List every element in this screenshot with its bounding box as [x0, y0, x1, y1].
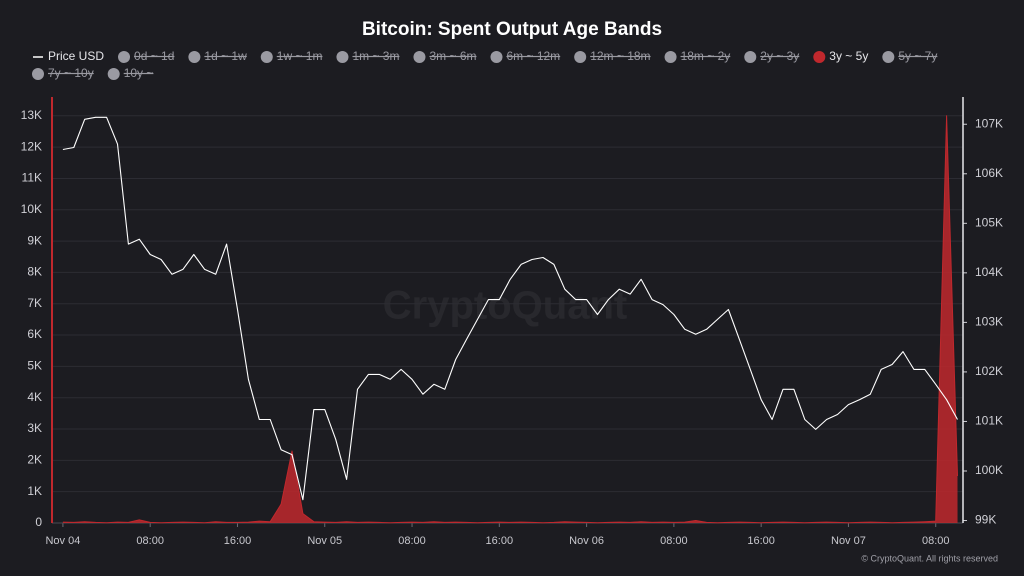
y-tick-label: 6K [27, 327, 42, 341]
y2-tick-label: 100K [975, 463, 1003, 477]
y-tick-label: 2K [27, 453, 42, 467]
legend-item[interactable]: 1d ~ 1w [188, 49, 247, 63]
legend-item[interactable]: 1m ~ 3m [336, 49, 399, 63]
legend-swatch [664, 51, 677, 63]
y2-tick-label: 104K [975, 265, 1003, 279]
x-tick-label: 16:00 [747, 535, 775, 547]
chart-title: Bitcoin: Spent Output Age Bands [362, 19, 662, 40]
legend-item[interactable]: 7y ~ 10y [32, 66, 94, 80]
legend-label: 18m ~ 2y [681, 49, 731, 63]
legend-swatch [32, 68, 44, 80]
y2-tick-label: 102K [975, 364, 1003, 378]
y-tick-label: 0 [35, 515, 42, 529]
legend-swatch [744, 51, 757, 63]
legend-swatch [413, 51, 426, 63]
legend-label: 2y ~ 3y [760, 49, 799, 63]
legend-swatch [813, 51, 826, 63]
legend-swatch [490, 51, 503, 63]
legend-swatch [118, 51, 131, 63]
y2-tick-label: 106K [975, 166, 1003, 180]
legend-label: 1m ~ 3m [352, 49, 399, 63]
legend-swatch [188, 51, 201, 63]
x-tick-label: 08:00 [922, 535, 950, 547]
y-tick-label: 10K [21, 202, 42, 216]
legend-label: 1d ~ 1w [204, 49, 247, 63]
legend-item[interactable]: Price USD [33, 49, 104, 63]
legend-item[interactable]: 10y ~ [107, 66, 154, 80]
x-tick-label: 08:00 [398, 535, 426, 547]
x-tick-label: 08:00 [136, 535, 164, 547]
legend-item[interactable]: 2y ~ 3y [744, 49, 799, 63]
watermark: CryptoQuant [383, 284, 627, 328]
footer: © CryptoQuant. All rights reserved [861, 553, 998, 563]
legend-label: 0d ~ 1d [134, 49, 174, 63]
y2-tick-label: 107K [975, 116, 1003, 130]
y-tick-label: 4K [27, 390, 42, 404]
legend-item[interactable]: 6m ~ 12m [490, 49, 560, 63]
series-line [62, 116, 958, 501]
legend-label: 5y ~ 7y [898, 49, 937, 63]
legend-swatch [107, 68, 120, 80]
legend-label: Price USD [48, 49, 104, 63]
y-tick-label: 8K [27, 265, 42, 279]
y2-tick-label: 99K [975, 513, 996, 527]
y-tick-label: 1K [27, 484, 42, 498]
legend-item[interactable]: 1w ~ 1m [260, 49, 323, 63]
y2-tick-label: 103K [975, 315, 1003, 329]
legend-label: 1w ~ 1m [277, 49, 323, 63]
legend-label: 10y ~ [124, 66, 154, 80]
x-tick-label: Nov 04 [45, 535, 80, 547]
y2-tick-label: 101K [975, 414, 1003, 428]
legend-label: 7y ~ 10y [48, 66, 94, 80]
legend-label: 6m ~ 12m [506, 49, 560, 63]
y2-tick-label: 105K [975, 215, 1003, 229]
legend-item[interactable]: 0d ~ 1d [118, 49, 174, 63]
x-tick-label: 08:00 [660, 535, 688, 547]
legend-swatch [336, 51, 349, 63]
x-tick-label: 16:00 [486, 535, 514, 547]
y-tick-label: 7K [27, 296, 42, 310]
legend-item[interactable]: 3y ~ 5y [813, 49, 868, 63]
legend-swatch [574, 51, 587, 63]
legend-label: 3y ~ 5y [829, 49, 868, 63]
y-tick-label: 9K [27, 233, 42, 247]
y-tick-label: 3K [27, 421, 42, 435]
x-tick-label: Nov 07 [831, 535, 866, 547]
legend-label: 3m ~ 6m [429, 49, 476, 63]
legend-item[interactable]: 12m ~ 18m [574, 49, 651, 63]
x-tick-label: Nov 05 [307, 535, 342, 547]
y-tick-label: 13K [21, 108, 42, 122]
legend-item[interactable]: 3m ~ 6m [413, 49, 476, 63]
legend-item[interactable]: 18m ~ 2y [664, 49, 731, 63]
y-tick-label: 12K [21, 139, 42, 153]
x-tick-label: Nov 06 [569, 535, 604, 547]
series-area-line [62, 115, 958, 524]
legend-swatch [260, 51, 273, 63]
y-tick-label: 11K [22, 171, 42, 185]
y-tick-label: 5K [27, 359, 42, 373]
legend-swatch [882, 51, 895, 63]
legend-label: 12m ~ 18m [590, 49, 650, 63]
x-tick-label: 16:00 [224, 535, 252, 547]
legend-item[interactable]: 5y ~ 7y [882, 49, 937, 63]
